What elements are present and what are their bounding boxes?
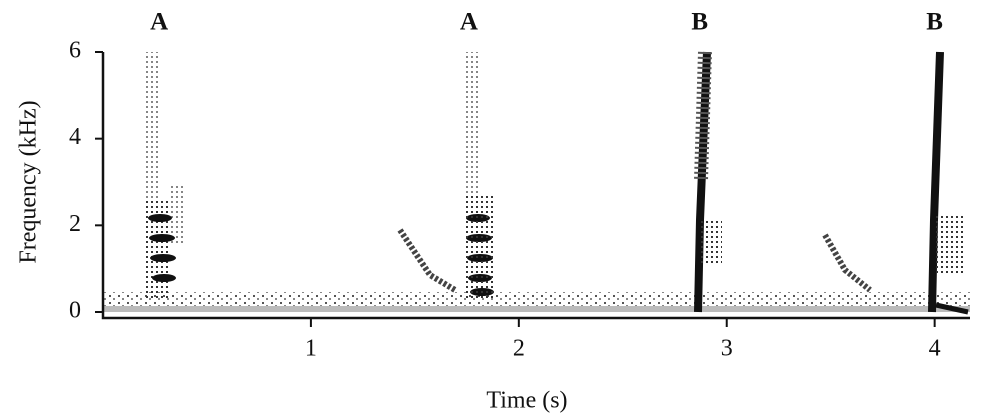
x-tick-label: 2 (513, 336, 525, 362)
call-label: B (926, 9, 943, 36)
y-tick-label: 4 (69, 124, 81, 150)
x-axis-label: Time (s) (486, 388, 567, 414)
x-tick-label: 4 (929, 336, 941, 362)
axes (101, 52, 970, 320)
y-tick-label: 2 (69, 211, 81, 237)
call-label: B (691, 9, 708, 36)
call-label: A (460, 9, 478, 36)
x-tick-label: 3 (721, 336, 733, 362)
call-label: A (150, 9, 168, 36)
spectrogram-texture (104, 51, 970, 315)
y-tick-label: 6 (69, 38, 81, 64)
y-tick-label: 0 (69, 298, 81, 324)
y-axis-label: Frequency (kHz) (16, 100, 42, 263)
x-tick-label: 1 (305, 336, 317, 362)
